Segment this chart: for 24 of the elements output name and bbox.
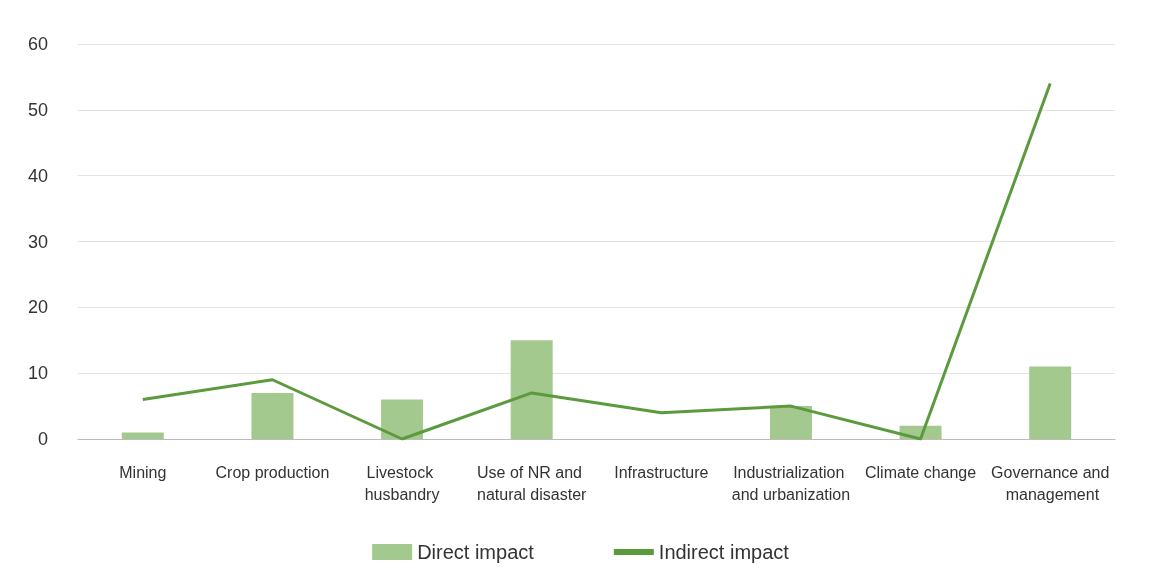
x-tick-label: Livestock husbandry [364, 463, 440, 503]
bar [121, 432, 164, 439]
line-series [141, 82, 1052, 441]
x-tick-label: Use of NR and natural disaster [476, 463, 588, 503]
y-tick-label: 60 [27, 34, 48, 54]
x-tick-label: Infrastructure [614, 463, 709, 481]
x-tick-label: Climate change [864, 463, 977, 481]
y-tick-label: 50 [27, 99, 48, 120]
y-tick-label: 10 [27, 363, 48, 384]
bar [381, 399, 424, 439]
bar [1029, 366, 1072, 439]
bar [251, 392, 294, 439]
bar [769, 406, 812, 439]
y-tick-label: 0 [37, 429, 48, 449]
x-tick-label: Industrialization and urbanization [731, 463, 851, 503]
x-tick-label: Mining [119, 463, 167, 481]
x-tick-label: Crop production [215, 463, 330, 481]
x-tick-label: Governance and management [991, 463, 1110, 503]
legend-label: Direct impact [417, 541, 535, 563]
y-tick-label: 40 [27, 165, 48, 186]
legend-label: Indirect impact [658, 541, 790, 563]
y-tick-label: 30 [27, 231, 48, 252]
y-tick-label: 20 [27, 297, 48, 318]
bar [510, 340, 553, 439]
